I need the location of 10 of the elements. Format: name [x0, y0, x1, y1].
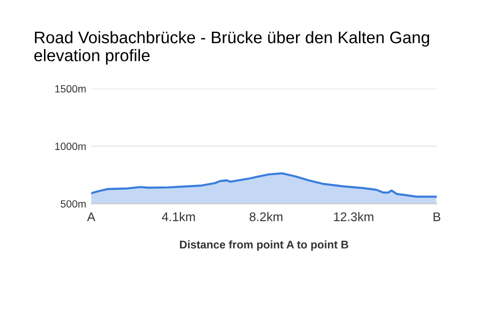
x-tick-label: B — [434, 212, 440, 222]
y-tick-label: 1500m — [55, 85, 86, 93]
x-axis-title: Distance from point A to point B — [180, 240, 348, 251]
x-tick-label: 8.2km — [250, 212, 282, 222]
x-tick-label: 4.1km — [162, 212, 195, 222]
chart-title: Road Voisbachbrücke - Brücke über den Kalten Gang elevation profile — [34, 31, 430, 65]
x-tick-label: A — [87, 212, 96, 222]
x-tick-label: 12.3km — [334, 212, 374, 222]
y-tick-label: 1000m — [55, 142, 86, 150]
y-tick-label: 500m — [60, 200, 86, 208]
